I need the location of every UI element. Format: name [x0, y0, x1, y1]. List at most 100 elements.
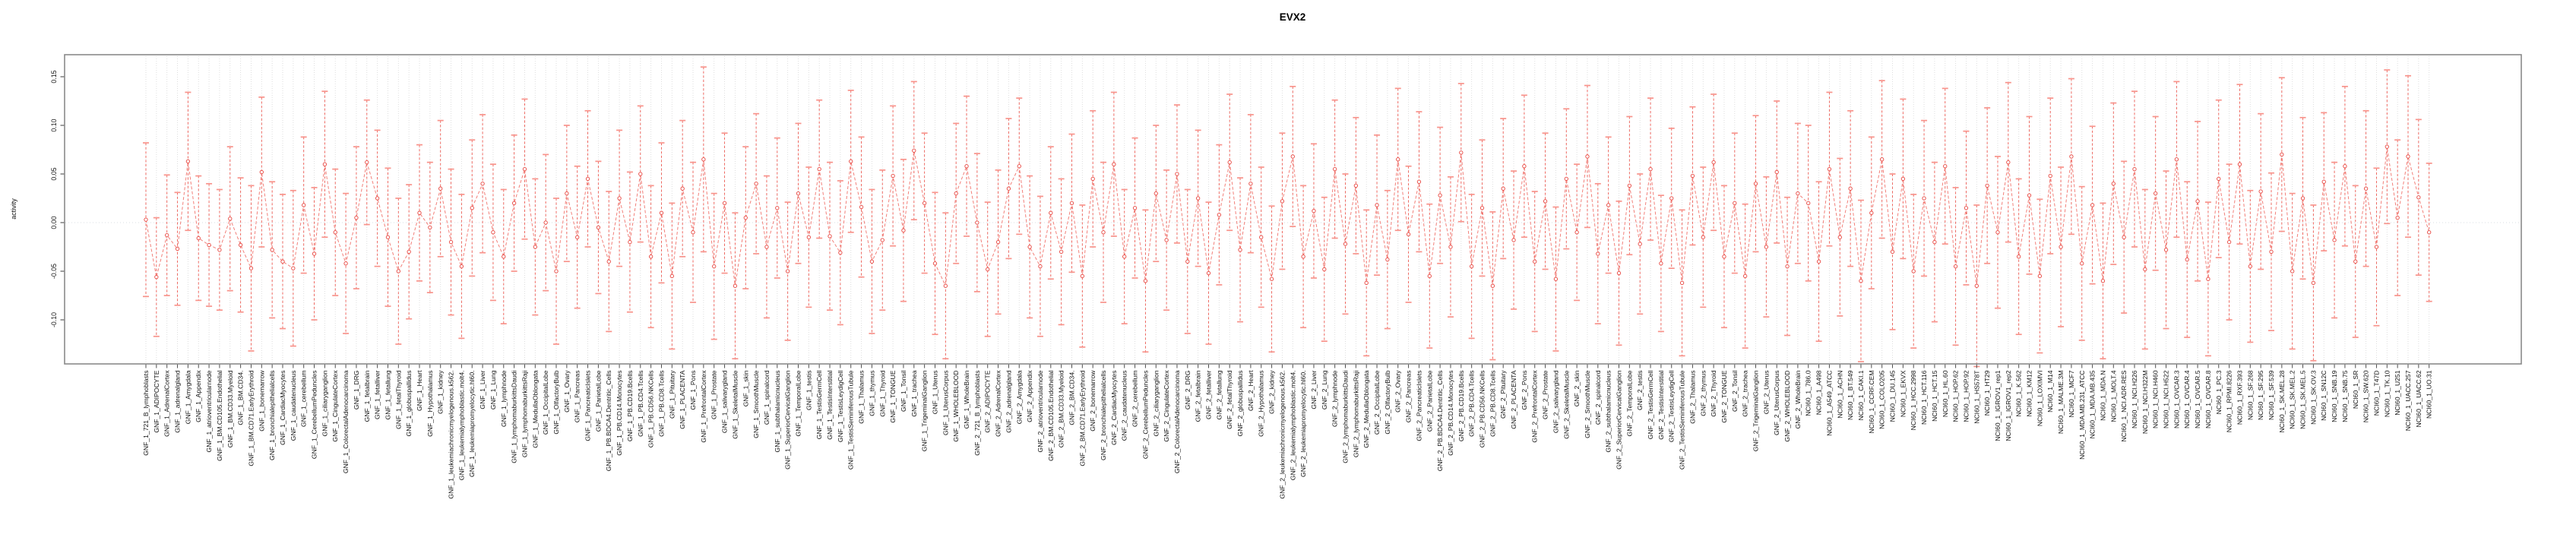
x-tick-label: GNF_1_Hypothalamus: [426, 371, 434, 437]
x-tick-label: GNF_1_Appendix: [195, 370, 202, 422]
x-tick-label: GNF_2_BM.CD33.Myeloid: [1058, 370, 1065, 447]
x-tick-label: GNF_1_Thyroid: [878, 370, 886, 416]
x-tick-label: GNF_2_BM.CD105.Endothelial: [1047, 370, 1055, 461]
mean-marker: [1185, 259, 1190, 264]
mean-marker: [2226, 239, 2232, 245]
x-tick-label: GNF_1_PB.CD19.Bcells: [626, 371, 634, 442]
x-tick-label: GNF_2_PrefrontalCortex: [1531, 370, 1539, 443]
x-tick-label: GNF_2_skin: [1573, 370, 1581, 406]
x-tick-label: GNF_2_TestisInterstitial: [1657, 370, 1665, 439]
x-tick-label: GNF_1_SkeletalMuscle: [731, 370, 739, 438]
mean-marker: [2363, 186, 2369, 191]
x-tick-label: GNF_1_CardiacMyocytes: [279, 371, 286, 445]
mean-marker: [2195, 199, 2200, 204]
x-tick-label: GNF_1_OccipitalLobe: [542, 370, 549, 435]
mean-marker: [943, 283, 948, 288]
x-tick-label: GNF_2_SkeletalMuscle: [1562, 370, 1570, 438]
x-tick-label: GNF_1_DRG: [353, 370, 360, 409]
x-tick-label: GNF_2_MedullaOblongata: [1362, 370, 1370, 447]
mean-marker: [248, 266, 254, 270]
x-tick-label: GNF_2_PancreaticIslets: [1415, 371, 1422, 441]
mean-marker: [1132, 206, 1138, 210]
mean-marker: [1322, 267, 1327, 272]
mean-marker: [880, 238, 885, 242]
mean-marker: [2258, 189, 2263, 194]
x-tick-label: GNF_1_fetalbrain: [363, 370, 371, 422]
mean-marker: [1101, 230, 1106, 235]
x-tick-label: GNF_1_salivarygland: [721, 370, 729, 433]
x-tick-label: GNF_1_TestisInterstitial: [826, 370, 834, 439]
x-tick-label: NCI60_1_A549_ATCC: [1825, 371, 1833, 436]
x-tick-label: GNF_1_BM.CD105.Endothelial: [216, 370, 223, 461]
x-tick-label: NCI60_1_SNB.75: [2341, 370, 2349, 422]
x-tick-label: GNF_2_Tonsil: [1731, 370, 1739, 412]
mean-marker: [669, 274, 674, 279]
x-tick-label: GNF_1_TONGUE: [889, 370, 897, 422]
x-tick-label: NCI60_1_NCI.H460: [2152, 370, 2160, 428]
x-tick-label: NCI60_1_SR: [2352, 371, 2359, 409]
mean-marker: [1543, 199, 1548, 204]
mean-marker: [2206, 277, 2210, 281]
mean-marker: [1869, 210, 1874, 215]
x-tick-label: GNF_1_UterusCorpus: [941, 371, 949, 436]
mean-marker: [1669, 196, 1674, 201]
mean-marker: [1490, 283, 1495, 288]
x-tick-label: NCI60_1_MCF7: [2068, 370, 2075, 417]
mean-marker: [1017, 164, 1021, 169]
x-tick-label: NCI60_1_OVCAR.5: [2194, 370, 2201, 428]
mean-marker: [585, 176, 590, 182]
mean-marker: [302, 203, 306, 207]
x-tick-label: GNF_1_Pituitary: [668, 370, 676, 419]
y-tick-label: 0.15: [50, 70, 58, 83]
y-axis-label: activity: [10, 198, 17, 220]
x-tick-label: NCI60_1_UACC.62: [2415, 370, 2423, 427]
mean-marker: [2248, 264, 2252, 269]
mean-marker: [354, 215, 359, 220]
mean-marker: [796, 191, 801, 196]
mean-marker: [522, 166, 527, 172]
y-tick-label: -0.05: [50, 264, 58, 279]
mean-marker: [1743, 274, 1748, 279]
x-tick-label: GNF_2_kidney: [1268, 370, 1276, 414]
mean-marker: [2332, 238, 2337, 242]
x-tick-label: GNF_2_Thyroid: [1710, 370, 1717, 416]
axes-layer: -0.10 -0.05 0.00 0.05 0.10 0.15: [50, 70, 2430, 368]
x-tick-label: NCI60_1_EKVX: [1899, 370, 1907, 417]
mean-marker: [491, 230, 495, 235]
x-tick-label: GNF_2_lymphomaburkittsRaji: [1352, 370, 1359, 457]
x-tick-label: GNF_2_spinalcord: [1594, 370, 1602, 425]
mean-marker: [396, 269, 400, 274]
x-tick-label: NCI60_1_A498: [1815, 370, 1823, 415]
mean-marker: [628, 239, 632, 245]
mean-marker: [1985, 183, 1989, 188]
mean-marker: [175, 246, 180, 251]
x-tick-label: NCI60_1_NCI.H522: [2163, 370, 2170, 428]
mean-marker: [1227, 160, 1232, 165]
x-tick-label: GNF_1_MedullaOblongata: [531, 370, 539, 447]
mean-marker: [1911, 269, 1916, 274]
x-tick-label: GNF_2_Lung: [1321, 370, 1328, 409]
mean-marker: [1627, 183, 1632, 188]
mean-marker: [1659, 261, 1663, 266]
x-tick-label: GNF_1_Uterus: [931, 371, 938, 415]
x-tick-label: GNF_2_globuspallidus: [1236, 371, 1244, 437]
x-tick-label: NCI60_1_MDA.MB.231_ATCC: [2078, 371, 2086, 460]
x-tick-label: GNF_1_TemporalLobe: [794, 370, 802, 436]
mean-marker: [606, 259, 611, 264]
x-tick-label: NCI60_1_OVCAR.3: [2173, 370, 2180, 428]
x-tick-label: NCI60_1_OVCAR.8: [2204, 370, 2212, 428]
x-tick-label: NCI60_1_SK.MEL.28: [2278, 370, 2286, 432]
x-tick-label: NCI60_1_U251: [2394, 370, 2401, 415]
x-tick-label: GNF_2_bronchialepithelialcells: [1100, 371, 1107, 460]
mean-marker: [1122, 255, 1127, 259]
x-tick-label: GNF_1_SmoothMuscle: [752, 370, 760, 438]
x-tick-label: NCI60_1_MDA.N: [2099, 371, 2106, 421]
x-tick-label: GNF_2_ciliaryganglion: [1152, 370, 1160, 436]
x-tick-label: GNF_2_TestisGermCell: [1647, 370, 1654, 439]
x-tick-label: GNF_2_ParietalLobe: [1426, 370, 1433, 432]
x-tick-label: NCI60_1_HL.60: [1941, 370, 1949, 417]
mean-marker: [333, 230, 337, 235]
x-tick-label: GNF_1_PB.CD14.Monocytes: [616, 371, 623, 456]
x-tick-label: GNF_2_TONGUE: [1720, 370, 1728, 422]
mean-marker: [901, 228, 906, 232]
